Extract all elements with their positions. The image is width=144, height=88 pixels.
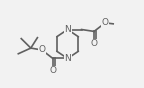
Text: N: N [64, 54, 71, 63]
Text: O: O [91, 39, 98, 48]
Text: N: N [64, 25, 71, 34]
Text: O: O [38, 45, 45, 54]
Text: O: O [49, 66, 56, 75]
Text: O: O [102, 18, 109, 27]
